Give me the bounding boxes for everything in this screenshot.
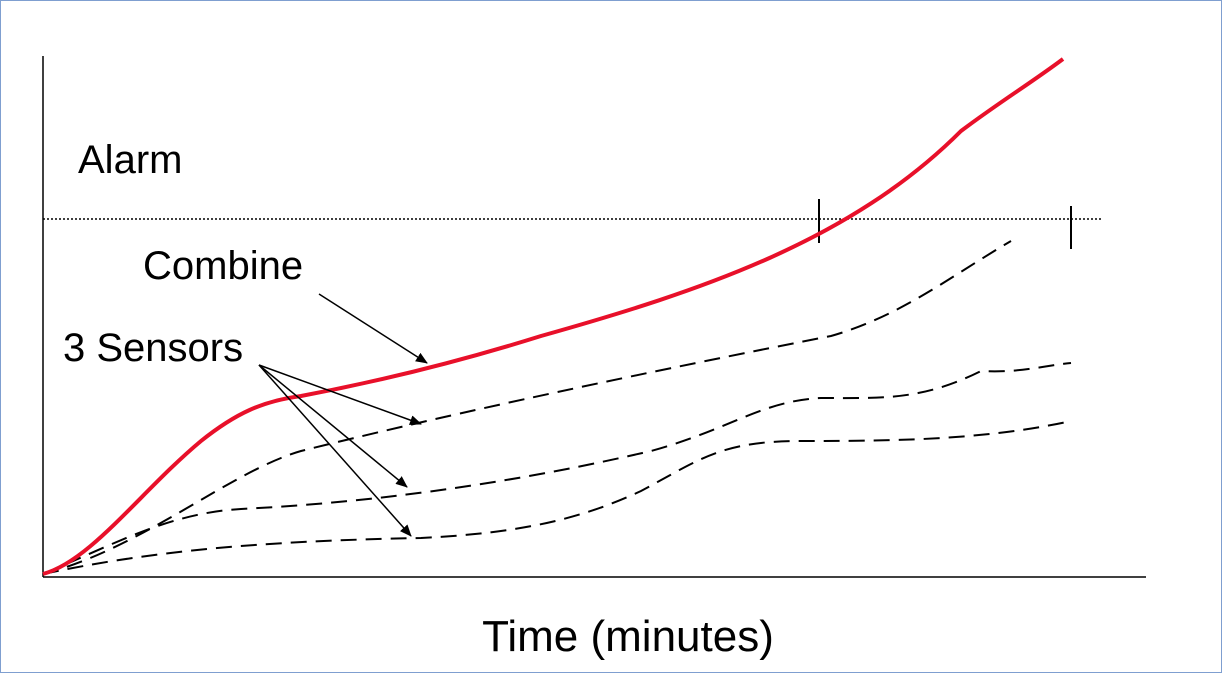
- sensor-curve-3: [42, 420, 1072, 575]
- combined-curve: [42, 57, 1065, 576]
- sensor-curve-2: [42, 362, 1072, 575]
- sensor-arrow-3: [258, 364, 412, 537]
- combine-label: Combine: [143, 244, 303, 288]
- x-axis-label: Time (minutes): [482, 612, 774, 661]
- sensor-curve-1: [42, 240, 1012, 575]
- sensor-arrow-2: [258, 364, 408, 488]
- alarm-label: Alarm: [78, 138, 182, 182]
- sensors-label: 3 Sensors: [63, 326, 243, 370]
- combine-arrow: [318, 293, 428, 364]
- sensor-arrow-1: [258, 364, 422, 425]
